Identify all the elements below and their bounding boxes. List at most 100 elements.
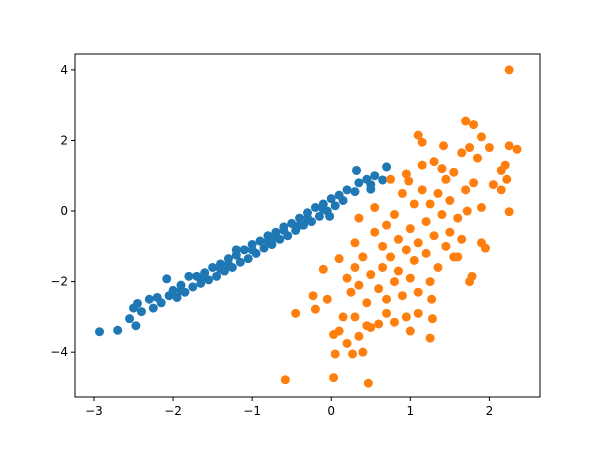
data-point-series-0: [378, 175, 388, 185]
data-point-series-1: [461, 185, 471, 195]
data-point-series-1: [342, 273, 352, 283]
data-point-series-0: [310, 203, 320, 213]
data-point-series-0: [243, 254, 253, 264]
axes-frame: [74, 53, 541, 398]
data-point-series-0: [354, 178, 364, 188]
data-point-series-0: [352, 165, 362, 175]
y-tick-label: −2: [50, 275, 68, 289]
data-point-series-0: [287, 218, 297, 228]
data-point-series-1: [334, 326, 344, 336]
data-point-series-1: [417, 160, 427, 170]
data-point-series-0: [172, 292, 182, 302]
data-point-series-1: [473, 153, 483, 163]
data-point-series-1: [358, 347, 368, 357]
data-point-series-1: [405, 224, 415, 234]
data-point-series-0: [156, 298, 166, 308]
data-point-series-1: [401, 312, 411, 322]
data-point-series-1: [476, 203, 486, 213]
data-point-series-1: [512, 144, 522, 154]
x-tick-label: −1: [243, 404, 261, 418]
data-point-series-1: [350, 262, 360, 272]
data-point-series-0: [279, 225, 289, 235]
data-point-series-1: [389, 277, 399, 287]
data-point-series-0: [132, 298, 142, 308]
data-point-series-1: [354, 331, 364, 341]
data-point-series-0: [370, 171, 380, 181]
data-point-series-0: [168, 285, 178, 295]
data-point-series-1: [350, 312, 360, 322]
data-point-series-0: [259, 243, 269, 253]
data-point-series-0: [95, 327, 105, 337]
data-point-series-0: [144, 294, 154, 304]
data-point-series-1: [502, 174, 512, 184]
data-point-series-1: [469, 178, 479, 188]
data-point-series-0: [295, 213, 305, 223]
x-tick-label: 0: [327, 404, 335, 418]
data-point-series-1: [382, 308, 392, 318]
data-point-series-1: [363, 378, 373, 388]
data-points: [95, 65, 522, 388]
data-point-series-1: [437, 164, 447, 174]
data-point-series-1: [382, 220, 392, 230]
data-point-series-1: [453, 213, 463, 223]
data-point-series-1: [338, 312, 348, 322]
data-point-series-0: [188, 282, 198, 292]
data-point-series-0: [176, 285, 186, 295]
data-point-series-1: [429, 231, 439, 241]
data-point-series-0: [131, 321, 141, 331]
data-point-series-1: [433, 262, 443, 272]
data-point-series-1: [504, 65, 514, 75]
data-point-series-1: [417, 185, 427, 195]
data-point-series-1: [496, 165, 506, 175]
data-point-series-1: [389, 210, 399, 220]
data-point-series-1: [374, 319, 384, 329]
y-axis: −4 −2 0 2 4: [50, 63, 75, 359]
data-point-series-1: [378, 241, 388, 251]
data-point-series-0: [113, 325, 123, 335]
data-point-series-1: [366, 322, 376, 332]
data-point-series-0: [231, 245, 241, 255]
x-tick-label: −3: [85, 404, 103, 418]
data-point-series-1: [386, 252, 396, 262]
data-point-series-1: [504, 141, 514, 151]
data-point-series-1: [366, 270, 376, 280]
data-point-series-1: [469, 120, 479, 130]
data-point-series-1: [354, 213, 364, 223]
data-point-series-1: [358, 252, 368, 262]
y-tick-label: 0: [60, 204, 68, 218]
data-point-series-1: [441, 241, 451, 251]
data-point-series-0: [330, 201, 340, 211]
data-point-series-1: [334, 254, 344, 264]
data-point-series-1: [425, 277, 435, 287]
data-point-series-1: [318, 264, 328, 274]
data-point-series-1: [370, 203, 380, 213]
data-point-series-1: [362, 298, 372, 308]
data-point-series-1: [488, 180, 498, 190]
data-point-series-1: [421, 248, 431, 258]
data-point-series-1: [413, 238, 423, 248]
data-point-series-0: [318, 204, 328, 214]
y-tick-label: −4: [50, 345, 68, 359]
data-point-series-1: [465, 143, 475, 153]
data-point-series-1: [461, 116, 471, 126]
data-point-series-1: [413, 287, 423, 297]
data-point-series-1: [504, 207, 514, 217]
data-point-series-1: [429, 157, 439, 167]
data-point-series-1: [405, 326, 415, 336]
data-point-series-1: [291, 308, 301, 318]
data-point-series-0: [235, 257, 245, 267]
data-point-series-1: [427, 294, 437, 304]
data-point-series-1: [405, 273, 415, 283]
data-point-series-0: [350, 187, 360, 197]
data-point-series-1: [417, 137, 427, 147]
data-point-series-0: [295, 220, 305, 230]
data-point-series-0: [382, 162, 392, 172]
data-point-series-1: [386, 174, 396, 184]
data-point-series-1: [393, 234, 403, 244]
data-point-series-1: [476, 132, 486, 142]
data-point-series-0: [136, 307, 146, 317]
y-tick-label: 4: [60, 63, 68, 77]
data-point-series-1: [480, 243, 490, 253]
data-point-series-0: [342, 185, 352, 195]
